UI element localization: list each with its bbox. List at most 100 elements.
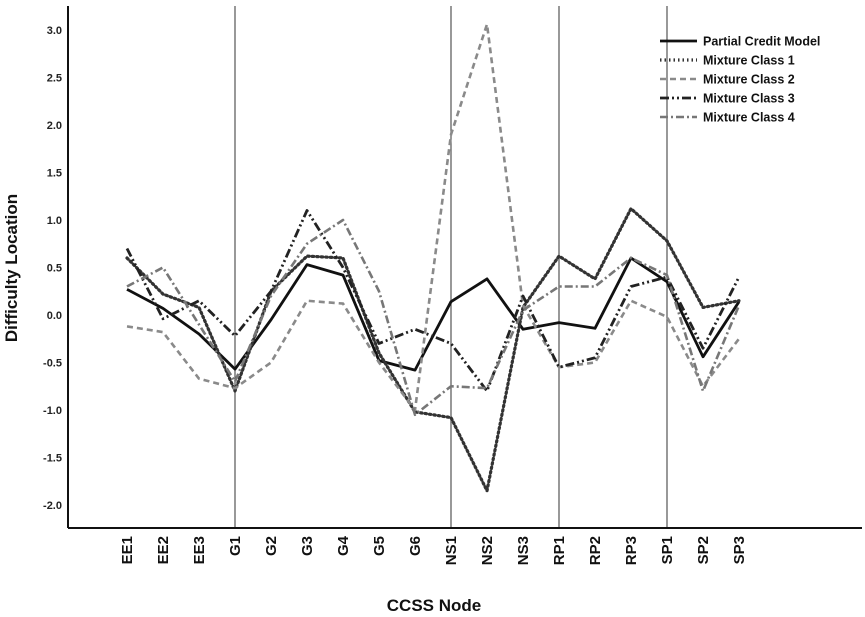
data-point <box>162 293 164 295</box>
data-point <box>486 490 488 492</box>
x-tick-label: RP3 <box>623 536 640 565</box>
data-point <box>234 368 236 370</box>
data-point <box>450 385 452 387</box>
data-point <box>558 322 560 324</box>
data-point <box>450 343 452 345</box>
y-tick-label: -1.5 <box>43 453 62 465</box>
data-point <box>270 319 272 321</box>
data-point <box>378 343 380 345</box>
y-tick-label: 0.5 <box>47 263 62 275</box>
data-point <box>522 309 524 311</box>
data-point <box>126 326 128 328</box>
data-point <box>558 255 560 257</box>
x-tick-label: RP1 <box>551 536 568 565</box>
y-axis-title: Difficulty Location <box>2 194 21 342</box>
data-point <box>306 243 308 245</box>
data-point <box>126 248 128 250</box>
data-point <box>522 305 524 307</box>
data-point <box>594 362 596 364</box>
data-point <box>342 274 344 276</box>
data-point <box>738 338 740 340</box>
data-point <box>702 356 704 358</box>
data-point <box>666 281 668 283</box>
data-point <box>702 390 704 392</box>
x-tick-label: G3 <box>299 536 316 556</box>
data-point <box>702 307 704 309</box>
data-point <box>270 290 272 292</box>
data-point <box>450 301 452 303</box>
data-point <box>270 362 272 364</box>
data-point <box>342 303 344 305</box>
series-layer <box>125 22 741 493</box>
data-point <box>558 366 560 368</box>
series-line <box>125 209 741 393</box>
data-point <box>558 286 560 288</box>
data-point <box>162 318 164 320</box>
x-tick-label: G2 <box>263 536 280 556</box>
data-point <box>198 300 200 302</box>
data-point <box>126 257 128 259</box>
legend: Partial Credit Model Mixture Class 1 Mixtu… <box>660 35 820 125</box>
data-point <box>126 289 128 291</box>
y-tick-label: -0.5 <box>43 358 62 370</box>
x-tick-label: SP1 <box>659 536 676 564</box>
legend-label: Mixture Class 2 <box>703 73 795 87</box>
data-point <box>234 390 236 392</box>
data-point <box>450 134 452 136</box>
x-tick-label: G6 <box>407 536 424 556</box>
data-point <box>486 278 488 280</box>
data-point <box>162 267 164 269</box>
data-point <box>666 240 668 242</box>
data-point <box>594 328 596 330</box>
data-point <box>522 295 524 297</box>
data-point <box>270 295 272 297</box>
data-point <box>414 328 416 330</box>
data-point <box>198 307 200 309</box>
y-tick-label: 2.5 <box>47 73 62 85</box>
x-tick-label: SP2 <box>695 536 712 564</box>
data-point <box>738 305 740 307</box>
legend-label: Partial Credit Model <box>703 35 820 49</box>
x-tick-label: G5 <box>371 536 388 556</box>
data-point <box>162 308 164 310</box>
data-point <box>162 331 164 333</box>
x-tick-label: NS2 <box>479 536 496 565</box>
data-point <box>198 333 200 335</box>
data-point <box>342 257 344 259</box>
data-point <box>306 300 308 302</box>
data-point <box>414 414 416 416</box>
series-line <box>126 22 741 412</box>
y-tick-label: 2.0 <box>47 120 62 132</box>
data-point <box>198 378 200 380</box>
x-tick-label: EE2 <box>155 536 172 564</box>
data-point <box>630 286 632 288</box>
y-tick-label: 1.0 <box>47 215 62 227</box>
data-point <box>630 300 632 302</box>
y-tick-label: 0.0 <box>47 310 62 322</box>
x-tick-label: NS3 <box>515 536 532 565</box>
data-point <box>486 24 488 26</box>
data-point <box>450 417 452 419</box>
data-point <box>306 264 308 266</box>
data-point <box>234 387 236 389</box>
data-point <box>378 290 380 292</box>
x-tick-label: EE3 <box>191 536 208 564</box>
data-point <box>306 210 308 212</box>
data-point <box>702 347 704 349</box>
data-point <box>738 276 740 278</box>
series-2 <box>125 207 741 493</box>
data-point <box>234 381 236 383</box>
y-tick-labels: 3.0 2.5 2.0 1.5 1.0 0.5 0.0 -0.5 -1.0 -1.5 -2.0 <box>43 25 62 512</box>
data-point <box>342 219 344 221</box>
data-point <box>666 316 668 318</box>
x-tick-label: G1 <box>227 536 244 556</box>
series-4 <box>125 209 741 393</box>
data-point <box>594 357 596 359</box>
data-point <box>306 255 308 257</box>
data-point <box>630 257 632 259</box>
data-point <box>198 324 200 326</box>
reference-lines <box>234 6 668 528</box>
series-line <box>126 218 741 417</box>
data-point <box>234 335 236 337</box>
